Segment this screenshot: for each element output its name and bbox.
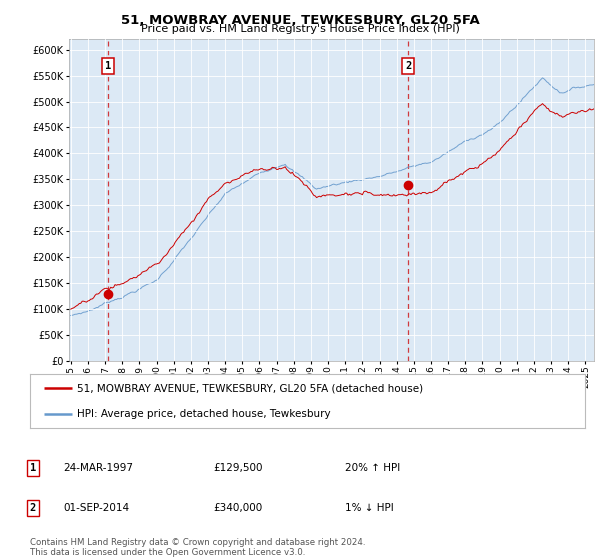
Text: 1% ↓ HPI: 1% ↓ HPI [345,503,394,513]
Text: 2: 2 [30,503,36,513]
Text: 20% ↑ HPI: 20% ↑ HPI [345,463,400,473]
Text: Contains HM Land Registry data © Crown copyright and database right 2024.
This d: Contains HM Land Registry data © Crown c… [30,538,365,557]
Text: 24-MAR-1997: 24-MAR-1997 [63,463,133,473]
Text: HPI: Average price, detached house, Tewkesbury: HPI: Average price, detached house, Tewk… [77,409,331,418]
Text: Price paid vs. HM Land Registry's House Price Index (HPI): Price paid vs. HM Land Registry's House … [140,24,460,34]
Text: 1: 1 [30,463,36,473]
Text: 1: 1 [105,61,111,71]
Text: 2: 2 [405,61,411,71]
Text: £129,500: £129,500 [213,463,263,473]
Text: 51, MOWBRAY AVENUE, TEWKESBURY, GL20 5FA (detached house): 51, MOWBRAY AVENUE, TEWKESBURY, GL20 5FA… [77,384,424,393]
Text: 51, MOWBRAY AVENUE, TEWKESBURY, GL20 5FA: 51, MOWBRAY AVENUE, TEWKESBURY, GL20 5FA [121,14,479,27]
Text: 01-SEP-2014: 01-SEP-2014 [63,503,129,513]
Text: £340,000: £340,000 [213,503,262,513]
